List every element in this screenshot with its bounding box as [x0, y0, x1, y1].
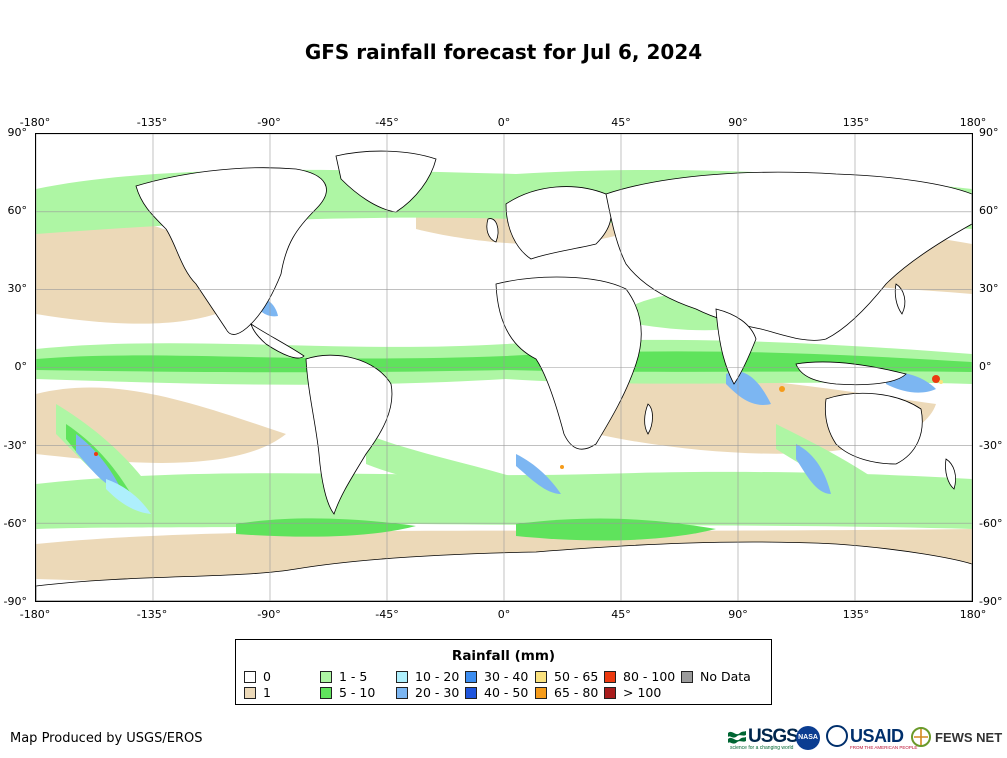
usgs-tagline: science for a changing world — [730, 745, 794, 751]
legend-swatch — [244, 671, 256, 683]
legend-label: > 100 — [623, 685, 662, 700]
legend-label: 1 - 5 — [339, 669, 368, 684]
legend-label: 0 — [263, 669, 271, 684]
new-zealand — [945, 458, 956, 490]
legend-label: 30 - 40 — [484, 669, 529, 684]
lon-tick-label: -90° — [257, 608, 281, 621]
lon-tick-label: -180° — [19, 608, 51, 621]
lon-tick-label: 0° — [497, 116, 511, 129]
lon-tick-label: 45° — [611, 608, 631, 621]
lon-tick-label: 90° — [728, 608, 748, 621]
usaid-wordmark: USAID — [850, 726, 904, 746]
credit-text: Map Produced by USGS/EROS — [10, 731, 203, 746]
usaid-tagline: FROM THE AMERICAN PEOPLE — [850, 745, 918, 750]
legend-title: Rainfall (mm) — [451, 648, 556, 664]
lon-tick-label: 90° — [728, 116, 748, 129]
map-title: GFS rainfall forecast for Jul 6, 2024 — [304, 40, 703, 64]
legend-swatch — [244, 687, 256, 699]
graticule — [36, 134, 972, 601]
asia — [605, 171, 972, 341]
madagascar — [644, 403, 653, 435]
nasa-meatball-icon: NASA — [796, 726, 820, 750]
map-canvas — [36, 134, 972, 601]
legend-label: 1 — [263, 685, 271, 700]
legend-swatch — [396, 687, 408, 699]
legend-label: 10 - 20 — [415, 669, 460, 684]
legend-swatch — [465, 687, 477, 699]
lon-tick-label: 135° — [842, 608, 870, 621]
lat-tick-label: -90° — [3, 595, 27, 608]
lon-tick-label: -180° — [19, 116, 51, 129]
legend-swatch — [604, 687, 616, 699]
lon-tick-label: 45° — [611, 116, 631, 129]
fews-net-wordmark: FEWS NET — [935, 730, 1003, 745]
lat-tick-label: 30° — [979, 282, 999, 295]
legend-swatch — [681, 671, 693, 683]
usgs-waves-icon — [728, 731, 746, 744]
lat-tick-label: 90° — [979, 126, 999, 139]
lon-tick-label: 0° — [497, 608, 511, 621]
africa — [495, 276, 642, 450]
greenland — [335, 150, 437, 213]
lon-tick-label: 180° — [959, 116, 987, 129]
usgs-wordmark: USGS — [748, 726, 799, 747]
lat-tick-label: -90° — [979, 595, 1003, 608]
lat-tick-label: 0° — [979, 360, 992, 373]
lat-tick-label: 30° — [7, 282, 28, 295]
rain-zone-10-20mm — [106, 479, 151, 514]
lat-tick-label: 0° — [14, 360, 28, 373]
japan — [894, 283, 906, 315]
lat-tick-label: -30° — [979, 439, 1003, 452]
india — [715, 308, 757, 385]
legend-swatch — [535, 687, 547, 699]
australia — [824, 392, 923, 465]
legend-swatch — [535, 671, 547, 683]
legend-label: 5 - 10 — [339, 685, 376, 700]
lat-tick-label: -60° — [979, 517, 1003, 530]
legend-label: 40 - 50 — [484, 685, 529, 700]
legend-swatch — [320, 687, 332, 699]
lon-tick-label: -135° — [136, 608, 168, 621]
lon-tick-label: -45° — [375, 608, 399, 621]
lon-tick-label: -90° — [257, 116, 281, 129]
legend-swatch — [604, 671, 616, 683]
legend-label: 20 - 30 — [415, 685, 460, 700]
legend-swatch — [320, 671, 332, 683]
lon-tick-label: -135° — [136, 116, 168, 129]
legend-label: 80 - 100 — [623, 669, 676, 684]
lat-tick-label: 90° — [7, 126, 28, 139]
british-isles — [486, 218, 499, 243]
legend-label: 65 - 80 — [554, 685, 599, 700]
central-america — [250, 323, 305, 359]
legend-swatch — [396, 671, 408, 683]
lat-tick-label: -60° — [3, 517, 27, 530]
legend-label: 50 - 65 — [554, 669, 599, 684]
lat-tick-label: 60° — [979, 204, 999, 217]
south-america — [305, 354, 393, 515]
partner-logos: USGS science for a changing world NASA U… — [728, 724, 1003, 754]
rainfall-map — [35, 133, 973, 602]
lat-tick-label: -30° — [3, 439, 27, 452]
fews-net-icon — [911, 727, 931, 747]
legend-label: No Data — [700, 669, 751, 684]
europe — [505, 186, 612, 260]
legend-swatch — [465, 671, 477, 683]
north-america — [135, 167, 327, 335]
lon-tick-label: -45° — [375, 116, 399, 129]
lat-tick-label: 60° — [7, 204, 28, 217]
lon-tick-label: 180° — [959, 608, 987, 621]
lon-tick-label: 135° — [842, 116, 870, 129]
usaid-seal-icon — [826, 725, 848, 747]
